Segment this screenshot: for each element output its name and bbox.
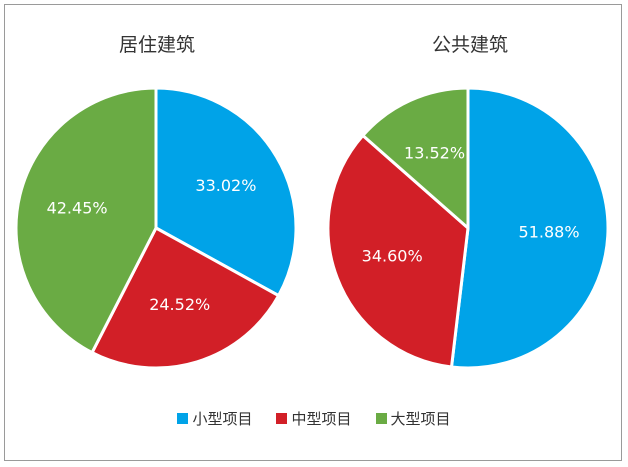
pie-label-residential-0: 33.02%: [195, 176, 256, 195]
chart-title-public: 公共建筑: [431, 34, 508, 56]
legend-label-large: 大型项目: [390, 410, 451, 428]
pie-label-public-0: 51.88%: [519, 222, 580, 241]
legend-item-small: 小型项目: [177, 408, 252, 429]
pie-slice-residential-2: [14, 86, 158, 355]
legend-item-large: 大型项目: [375, 408, 451, 429]
legend-swatch-small: [177, 413, 189, 424]
pie-chart-public: 51.88% 34.60% 13.52%: [326, 86, 610, 370]
pie-slice-public-0: [450, 86, 610, 370]
pie-label-public-2: 13.52%: [404, 144, 465, 163]
legend-swatch-large: [375, 413, 387, 424]
legend: 小型项目 中型项目 大型项目: [0, 408, 628, 429]
pie-label-residential-1: 24.52%: [149, 295, 210, 314]
legend-item-medium: 中型项目: [276, 408, 352, 429]
pie-slice-public-1: [326, 134, 470, 369]
pie-label-public-1: 34.60%: [362, 247, 423, 266]
chart-title-residential: 居住建筑: [118, 34, 195, 56]
pie-slice-residential-0: [154, 86, 298, 298]
legend-label-medium: 中型项目: [291, 410, 352, 428]
legend-swatch-medium: [276, 413, 288, 424]
pie-slice-public-2: [361, 86, 470, 230]
legend-label-small: 小型项目: [192, 410, 253, 428]
pie-label-residential-2: 42.45%: [47, 198, 108, 217]
pie-chart-residential: 33.02% 24.52% 42.45%: [14, 86, 298, 370]
